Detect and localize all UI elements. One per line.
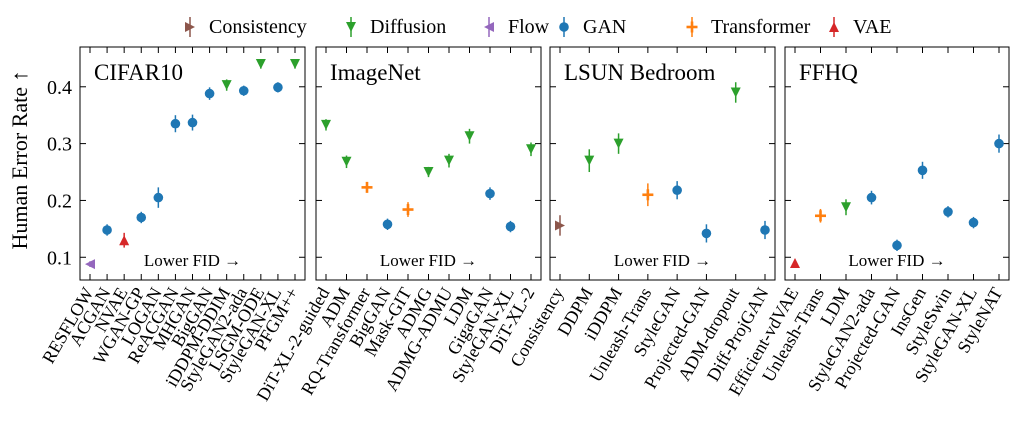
point-marker	[170, 118, 181, 129]
point-marker	[119, 235, 130, 246]
legend-marker	[559, 22, 569, 32]
data-point: LDM	[440, 47, 477, 329]
point-marker	[815, 210, 826, 222]
point-marker	[584, 155, 595, 166]
legend-item-gan: GAN	[559, 16, 626, 38]
legend-item-flow: Flow	[484, 16, 550, 38]
panel-frame	[549, 46, 776, 281]
point-marker	[526, 144, 536, 155]
point-marker	[555, 220, 565, 231]
point-marker	[994, 138, 1004, 149]
point-marker	[464, 131, 475, 142]
lower-fid-annotation: Lower FID →	[614, 251, 711, 270]
point-marker	[642, 189, 654, 201]
legend-item-diffusion: Diffusion	[346, 16, 446, 38]
point-marker	[760, 225, 770, 235]
point-marker	[701, 228, 712, 239]
legend-label: VAE	[853, 16, 892, 38]
lower-fid-annotation: Lower FID →	[144, 251, 241, 270]
legend-label: Flow	[508, 16, 550, 38]
point-marker	[505, 221, 516, 232]
point-marker	[221, 80, 232, 91]
point-marker	[85, 259, 95, 270]
legend-item-vae: VAE	[829, 16, 892, 38]
point-marker	[136, 212, 147, 223]
point-marker	[102, 225, 112, 235]
point-marker	[204, 88, 215, 99]
point-marker	[790, 257, 800, 268]
panel-title: CIFAR10	[94, 60, 183, 85]
legend-marker	[829, 22, 839, 32]
point-marker	[382, 219, 393, 230]
point-marker	[892, 240, 902, 251]
legend-marker	[686, 21, 698, 33]
legend-marker	[346, 22, 356, 32]
y-axis-label: Human Error Rate ↑	[7, 71, 32, 250]
point-marker	[943, 207, 953, 217]
point-marker	[153, 192, 164, 203]
point-marker	[187, 117, 198, 128]
point-marker	[290, 59, 300, 70]
point-marker	[866, 192, 877, 203]
point-marker	[341, 156, 352, 167]
y-tick-label: 0.3	[47, 134, 72, 156]
point-marker	[361, 181, 373, 193]
panel-title: FFHQ	[799, 60, 858, 85]
point-marker	[423, 167, 434, 178]
point-marker	[841, 202, 851, 213]
point-marker	[672, 185, 682, 196]
y-tick-label: 0.1	[47, 247, 72, 269]
lower-fid-annotation: Lower FID →	[848, 251, 945, 270]
point-marker	[402, 204, 414, 216]
point-marker	[238, 85, 249, 96]
legend-item-transformer: Transformer	[686, 16, 811, 38]
point-marker	[321, 119, 331, 130]
legend-label: Consistency	[209, 16, 307, 38]
legend-label: Transformer	[711, 16, 811, 38]
y-tick-label: 0.2	[47, 190, 72, 212]
point-marker	[730, 87, 741, 98]
point-marker	[917, 165, 928, 176]
point-marker	[613, 138, 624, 149]
panel-title: LSUN Bedroom	[564, 60, 716, 85]
point-marker	[485, 188, 495, 199]
legend-marker	[185, 22, 195, 32]
legend-label: Diffusion	[370, 16, 446, 38]
lower-fid-annotation: Lower FID →	[380, 251, 477, 270]
data-point: ADMG-ADMU	[381, 47, 456, 394]
legend-label: GAN	[583, 16, 626, 38]
point-marker	[273, 82, 283, 93]
legend: Consistency Diffusion Flow GAN Transformer VA…	[185, 16, 892, 38]
point-marker	[255, 59, 266, 70]
legend-item-consistency: Consistency	[185, 16, 307, 38]
point-marker	[968, 217, 979, 228]
panel-title: ImageNet	[330, 60, 421, 85]
point-marker	[444, 155, 454, 166]
y-tick-label: 0.4	[47, 77, 72, 99]
legend-marker	[484, 22, 494, 32]
data-point: LDM	[816, 47, 853, 329]
